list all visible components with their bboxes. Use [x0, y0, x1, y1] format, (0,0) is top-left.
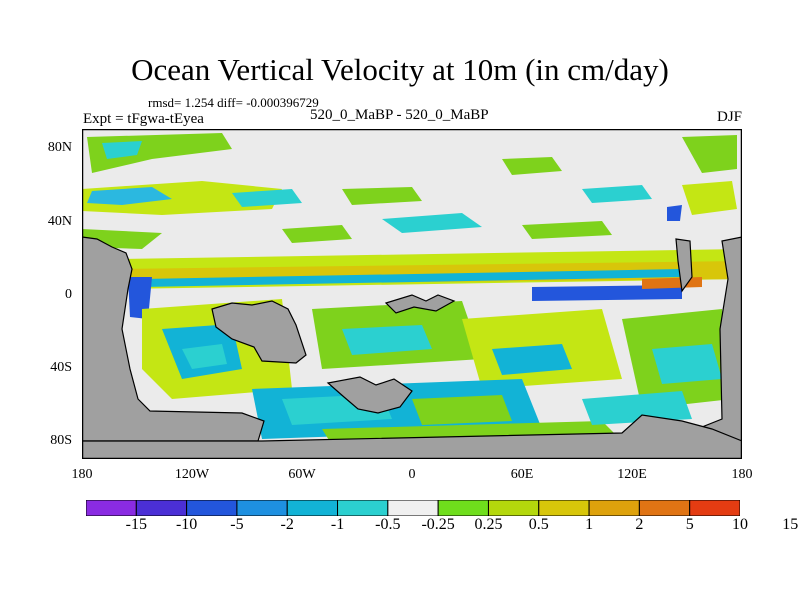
colorbar-label: 5	[685, 516, 694, 533]
colorbar-label: -15	[125, 516, 147, 533]
colorbar-swatch	[135, 500, 188, 516]
colorbar-label: -0.5	[375, 516, 401, 533]
y-tick-label: 0	[65, 287, 72, 302]
colorbar-label: -1	[330, 516, 345, 533]
colorbar-swatch	[286, 500, 339, 516]
south-america-land	[211, 300, 307, 364]
x-tick-label: 180	[71, 467, 93, 482]
colorbar-swatch	[186, 500, 238, 516]
colorbar-label: 2	[635, 516, 644, 533]
season-label: DJF	[716, 109, 742, 125]
southern-land	[82, 414, 742, 459]
experiment-label: Expt = tFgwa-tEyea	[83, 111, 204, 127]
north-america-land	[82, 236, 265, 442]
colorbar-label: -0.25	[421, 516, 455, 533]
map-frame	[82, 129, 742, 459]
velocity-field	[82, 133, 742, 445]
case-label: 520_0_MaBP - 520_0_MaBP	[310, 107, 489, 123]
x-tick-label: 60W	[288, 467, 316, 482]
y-tick-label: 40N	[47, 214, 72, 229]
colorbar-label: 0.25	[474, 516, 503, 533]
land-masses	[82, 236, 742, 459]
colorbar-label: 15	[782, 516, 799, 533]
colorbar-swatch	[588, 500, 640, 516]
colorbar-swatch	[337, 500, 389, 516]
colorbar-label: 0.5	[528, 516, 549, 533]
plot-title: Ocean Vertical Velocity at 10m (in cm/da…	[131, 52, 669, 87]
asia-land	[675, 238, 693, 293]
colorbar-swatch	[86, 500, 137, 516]
colorbar	[86, 500, 740, 516]
colorbar-label: -2	[280, 516, 294, 533]
island-land	[384, 294, 456, 314]
colorbar-swatch	[387, 500, 439, 516]
colorbar-label: 1	[585, 516, 594, 533]
y-tick-label: 80N	[47, 140, 72, 155]
colorbar-swatch	[487, 500, 540, 516]
y-tick-label: 80S	[50, 433, 72, 448]
x-tick-label: 120W	[174, 467, 210, 482]
y-tick-label: 40S	[50, 360, 72, 375]
stats-text: rmsd= 1.254 diff= -0.000396729	[148, 95, 319, 110]
colorbar-swatch	[689, 500, 740, 516]
colorbar-label: -10	[175, 516, 198, 533]
colorbar-label: -5	[230, 516, 244, 533]
antarctic-island-land	[326, 376, 413, 414]
colorbar-label: 10	[732, 516, 748, 533]
colorbar-swatch	[538, 500, 590, 516]
x-tick-label: 120E	[617, 467, 647, 482]
colorbar-swatch	[638, 500, 691, 516]
x-tick-label: 60E	[510, 467, 534, 482]
x-tick-label: 0	[408, 467, 416, 482]
velocity-map	[82, 129, 742, 459]
colorbar-swatch	[437, 500, 489, 516]
colorbar-swatch	[236, 500, 288, 516]
x-tick-label: 180	[731, 467, 753, 482]
